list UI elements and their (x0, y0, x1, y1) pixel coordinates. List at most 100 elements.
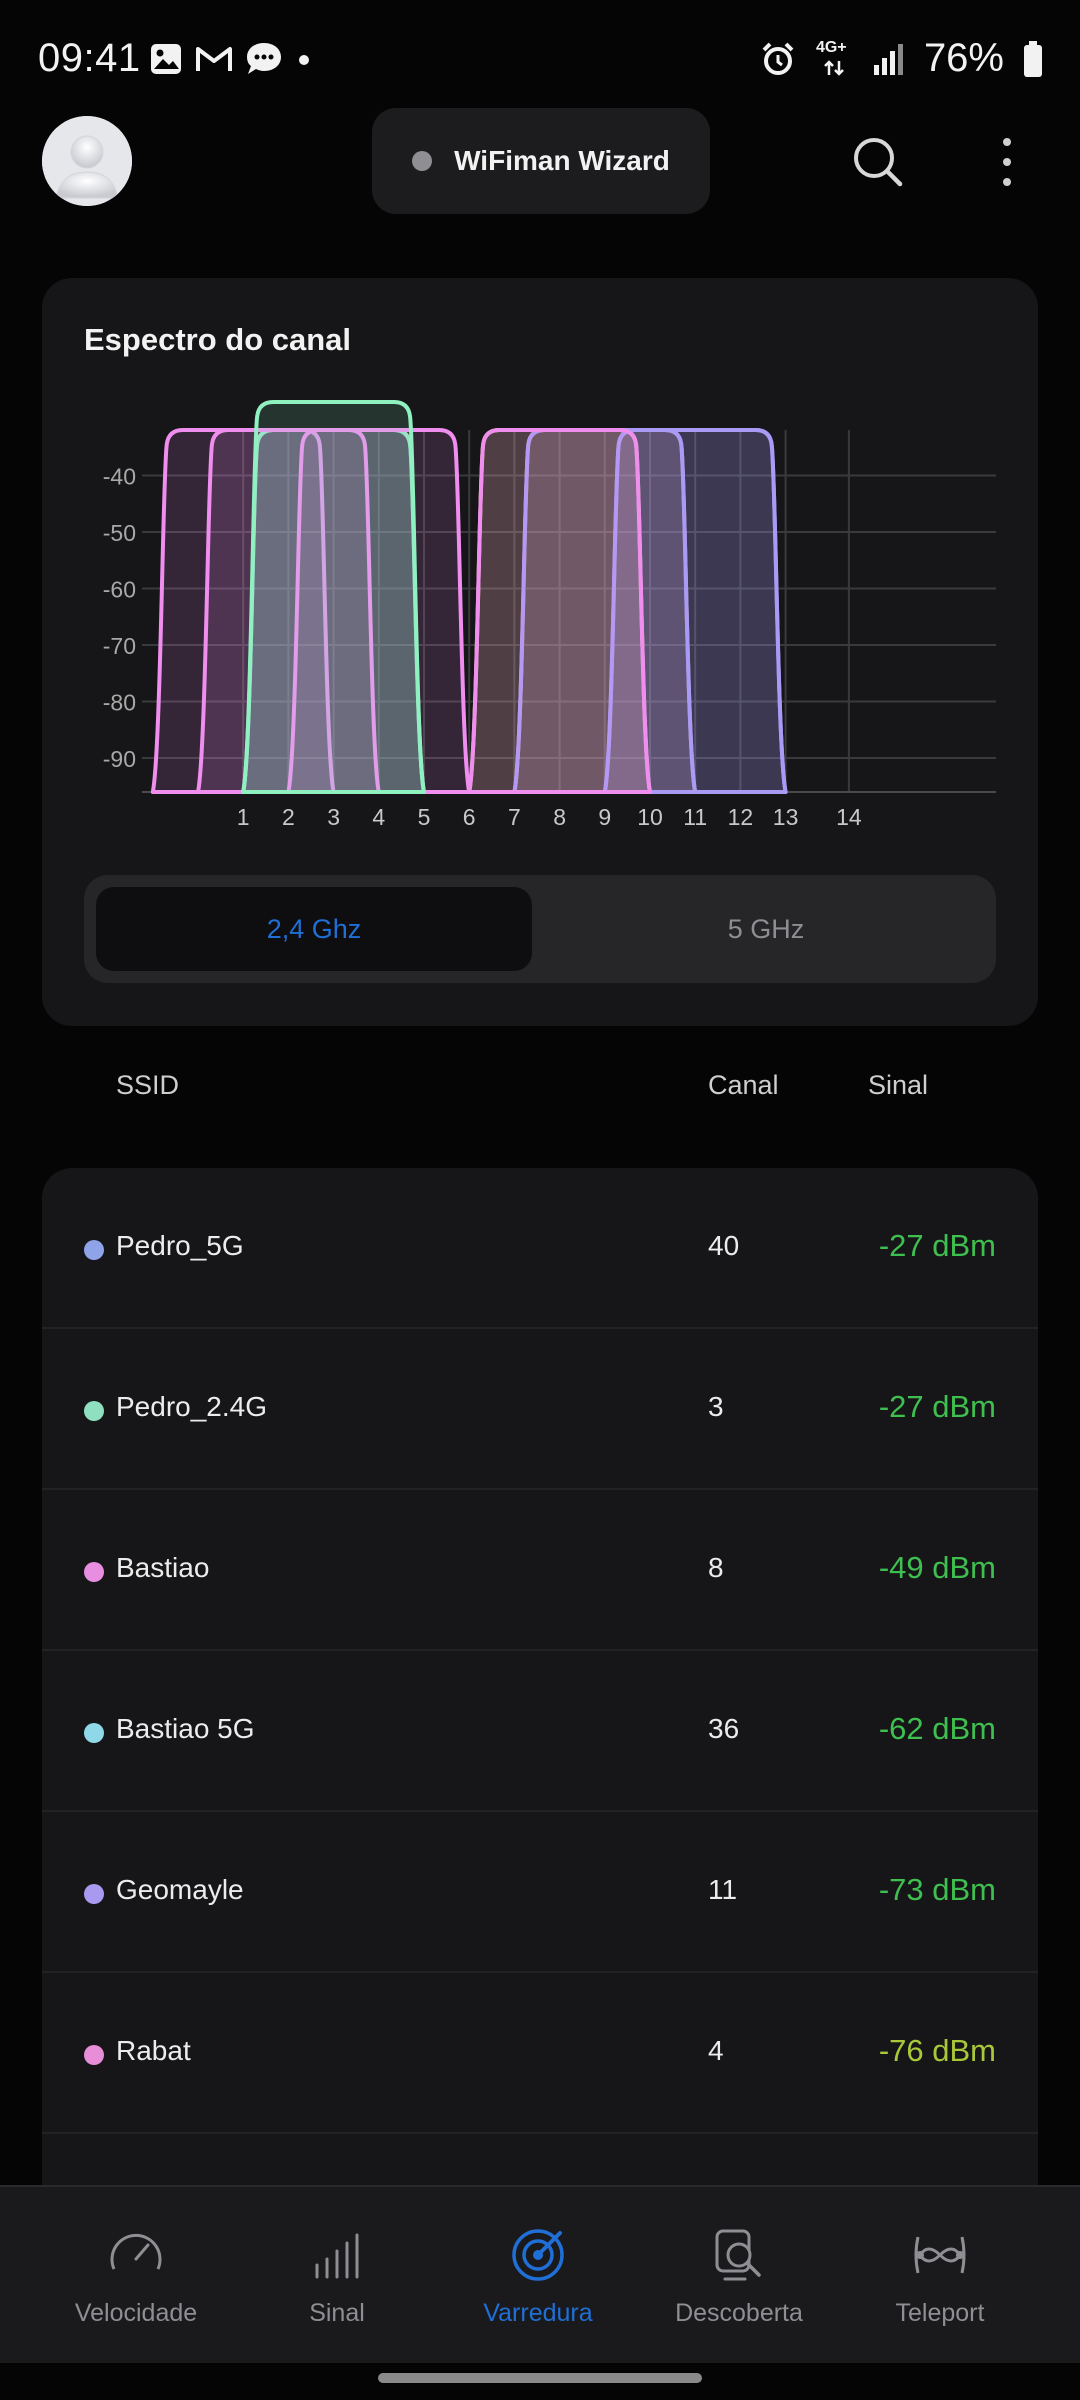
data-arrows-icon (824, 59, 844, 76)
chart-x-ticks: 1 2 3 4 5 6 7 8 9 10 11 12 13 14 (237, 804, 862, 830)
network-row[interactable]: Pedro_5G 40 -27 dBm (42, 1168, 1038, 1329)
more-dot-icon (1003, 158, 1011, 166)
channel-spectrum-chart: -40-50-60-70-80-90 1 2 3 4 5 6 7 8 9 10 11 12 13 14 (103, 400, 996, 830)
nav-item-teleport[interactable]: Teleport (840, 2187, 1040, 2365)
nav-label: Descoberta (675, 2299, 803, 2327)
network-channel: 8 (708, 1552, 724, 1583)
x-tick-label: 5 (418, 804, 431, 830)
chart-series (150, 400, 788, 794)
y-tick-label: -50 (103, 520, 136, 546)
x-tick-label: 13 (773, 804, 799, 830)
network-signal: -49 dBm (878, 1550, 996, 1585)
signal-bars-icon (315, 2233, 359, 2279)
teleport-icon (914, 2236, 966, 2274)
gesture-navigation-bar[interactable] (378, 2373, 702, 2383)
y-tick-label: -80 (103, 690, 136, 716)
x-tick-label: 6 (463, 804, 476, 830)
network-row[interactable] (42, 2134, 1038, 2188)
message-notification-icon (247, 43, 281, 74)
radar-icon (512, 2229, 564, 2281)
network-row[interactable]: Rabat 4 -76 dBm (42, 1973, 1038, 2134)
more-options-button[interactable] (990, 132, 1024, 192)
column-header-signal[interactable]: Sinal (868, 1070, 929, 1100)
column-header-channel[interactable]: Canal (708, 1070, 779, 1100)
network-signal: -27 dBm (878, 1228, 996, 1263)
band-option-2-4ghz[interactable]: 2,4 Ghz (96, 887, 532, 971)
network-channel: 40 (708, 1230, 740, 1261)
y-tick-label: -60 (103, 577, 136, 603)
bottom-navigation: Velocidade Sinal Varredura Descoberta Telepo… (0, 2185, 1080, 2363)
wifiman-wizard-button[interactable]: WiFiman Wizard (372, 108, 710, 214)
nav-label: Teleport (895, 2299, 985, 2327)
network-ssid: Bastiao 5G (116, 1713, 255, 1744)
search-button[interactable] (850, 134, 906, 190)
channel-curve (467, 428, 652, 794)
network-ssid: Rabat (116, 2035, 191, 2066)
network-list: Pedro_5G 40 -27 dBm Pedro_2.4G 3 -27 dBm Basti… (42, 1168, 1038, 2188)
wizard-status-dot (412, 151, 433, 171)
wizard-label: WiFiman Wizard (454, 145, 670, 176)
band-toggle: 2,4 Ghz 5 GHz (84, 875, 996, 983)
y-tick-label: -40 (103, 464, 136, 490)
x-tick-label: 8 (553, 804, 566, 830)
nav-label: Sinal (309, 2299, 365, 2327)
network-ssid: Pedro_5G (116, 1230, 244, 1261)
device-search-icon (715, 2229, 761, 2281)
channel-curve (241, 400, 426, 794)
nav-item-velocidade[interactable]: Velocidade (36, 2187, 236, 2365)
channel-curve (286, 428, 472, 794)
network-color-dot (84, 1723, 104, 1743)
network-type-label: 4G+ (815, 38, 847, 56)
x-tick-label: 7 (508, 804, 521, 830)
network-ssid: Pedro_2.4G (116, 1391, 267, 1422)
network-color-dot (84, 1562, 104, 1582)
profile-avatar[interactable] (42, 116, 132, 206)
network-row[interactable]: Bastiao 8 -49 dBm (42, 1490, 1038, 1651)
channel-curve (602, 428, 788, 794)
network-color-dot (84, 1401, 104, 1421)
nav-label: Varredura (483, 2299, 593, 2327)
nav-label: Velocidade (74, 2299, 198, 2327)
network-signal: -73 dBm (878, 1872, 996, 1907)
x-tick-label: 12 (728, 804, 754, 830)
network-color-dot (84, 1884, 104, 1904)
spectrum-title: Espectro do canal (84, 322, 352, 357)
y-tick-label: -70 (103, 633, 136, 659)
x-tick-label: 1 (237, 804, 250, 830)
y-tick-label: -90 (103, 746, 136, 772)
x-tick-label: 14 (836, 804, 862, 830)
network-row[interactable]: Bastiao 5G 36 -62 dBm (42, 1651, 1038, 1812)
search-icon (854, 138, 903, 187)
status-bar: 09:41 4G+ (0, 0, 1080, 120)
gallery-notification-icon (151, 44, 181, 74)
battery-icon (1024, 40, 1042, 77)
network-ssid: Bastiao (116, 1552, 210, 1583)
gmail-notification-icon (196, 47, 232, 71)
x-tick-label: 4 (372, 804, 385, 830)
network-signal: -27 dBm (878, 1389, 996, 1424)
network-row[interactable]: Geomayle 11 -73 dBm (42, 1812, 1038, 1973)
network-channel: 4 (708, 2035, 724, 2066)
nav-item-sinal[interactable]: Sinal (237, 2187, 437, 2365)
x-tick-label: 3 (327, 804, 340, 830)
network-signal: -76 dBm (878, 2033, 996, 2068)
column-header-ssid[interactable]: SSID (116, 1070, 180, 1100)
user-avatar-icon (42, 116, 132, 206)
x-tick-label: 10 (637, 804, 663, 830)
network-type-indicator: 4G+ (814, 39, 854, 79)
more-notifications-dot-icon (299, 55, 309, 65)
network-row[interactable]: Pedro_2.4G 3 -27 dBm (42, 1329, 1038, 1490)
nav-item-descoberta[interactable]: Descoberta (639, 2187, 839, 2365)
more-dot-icon (1003, 178, 1011, 186)
network-ssid: Geomayle (116, 1874, 244, 1905)
x-tick-label: 9 (598, 804, 611, 830)
x-tick-label: 2 (282, 804, 295, 830)
chart-y-ticks: -40 -50 -60 -70 -80 -90 (103, 464, 136, 773)
speedometer-icon (110, 2233, 162, 2270)
cell-signal-icon (873, 43, 903, 75)
more-dot-icon (1003, 138, 1011, 146)
nav-item-varredura[interactable]: Varredura (438, 2187, 638, 2365)
band-option-5ghz[interactable]: 5 GHz (727, 913, 805, 944)
notification-icons (148, 40, 314, 78)
